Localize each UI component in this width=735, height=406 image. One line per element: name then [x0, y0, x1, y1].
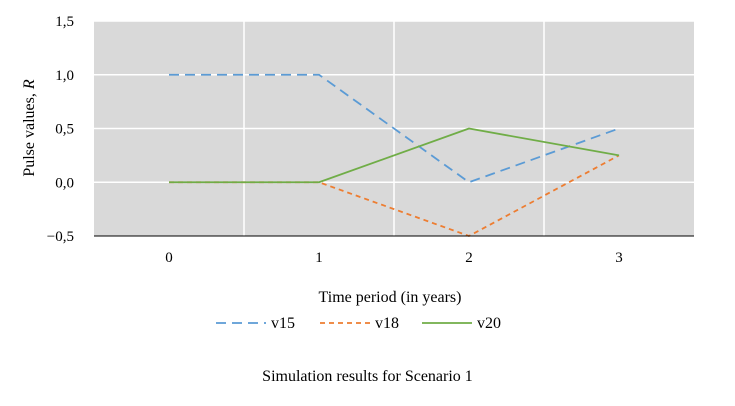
series-line-v15	[169, 73, 620, 184]
x-tick-label: 2	[465, 250, 473, 266]
y-axis-title-text: Pulse values,	[21, 89, 38, 177]
legend-label-v18: v18	[375, 315, 399, 332]
y-tick-label: 1,0	[55, 68, 74, 84]
x-tick-label: 1	[315, 250, 323, 266]
legend-label-v15: v15	[271, 315, 295, 332]
series-line-v20	[169, 127, 620, 184]
y-tick-label: −0,5	[47, 229, 74, 245]
y-axis-title: Pulse values, R	[21, 79, 38, 177]
y-tick-label: 1,5	[55, 14, 74, 30]
series-lines	[169, 73, 620, 237]
y-axis-title-symbol: R	[21, 79, 38, 90]
legend-label-v20: v20	[477, 315, 501, 332]
x-axis-title: Time period (in years)	[319, 289, 462, 306]
legend: v15 v18 v20	[216, 315, 501, 332]
y-tick-label: 0,5	[55, 122, 74, 138]
y-tick-labels: −0,5 0,0 0,5 1,0 1,5	[47, 14, 74, 245]
x-tick-label: 0	[165, 250, 173, 266]
x-tick-labels: 0 1 2 3	[165, 250, 623, 266]
x-tick-label: 3	[615, 250, 623, 266]
y-tick-label: 0,0	[55, 175, 74, 191]
figure-caption: Simulation results for Scenario 1	[262, 368, 473, 385]
